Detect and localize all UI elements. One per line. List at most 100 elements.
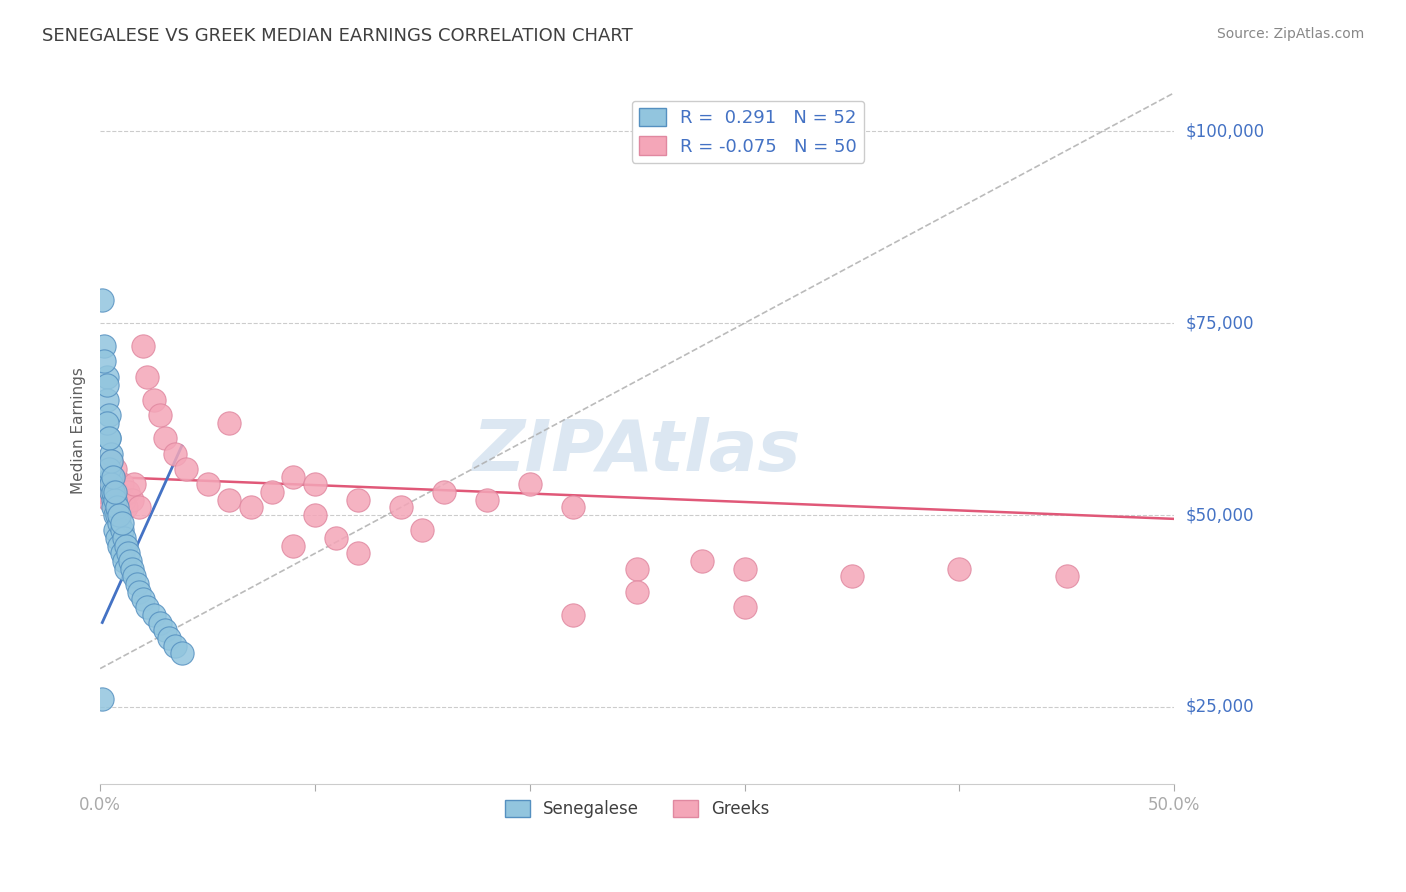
Point [110, 546, 132, 560]
Point [304, 508, 326, 522]
Point [97, 492, 120, 507]
Point [100, 454, 122, 468]
Point [100, 477, 122, 491]
Point [110, 524, 132, 538]
Point [93, 354, 115, 368]
Point [165, 639, 187, 653]
Point [132, 592, 155, 607]
Point [626, 562, 648, 576]
Point [105, 485, 128, 500]
Point [110, 477, 132, 491]
Point [112, 492, 135, 507]
Point [690, 554, 713, 568]
Point [519, 477, 541, 491]
Point [389, 500, 412, 515]
Point [117, 546, 139, 560]
Text: Source: ZipAtlas.com: Source: ZipAtlas.com [1216, 27, 1364, 41]
Point [100, 469, 122, 483]
Point [347, 546, 370, 560]
Text: ZIPAtlas: ZIPAtlas [472, 417, 801, 486]
Point [117, 485, 139, 500]
Point [218, 492, 240, 507]
Point [105, 508, 128, 522]
Point [96, 416, 118, 430]
Point [149, 615, 172, 630]
Point [626, 584, 648, 599]
Point [325, 531, 347, 545]
Point [120, 554, 142, 568]
Point [475, 492, 498, 507]
Point [108, 516, 131, 530]
Point [104, 492, 127, 507]
Point [108, 508, 131, 522]
Point [97, 431, 120, 445]
Point [153, 431, 176, 445]
Point [97, 431, 120, 445]
Point [170, 646, 193, 660]
Point [101, 492, 124, 507]
Point [561, 607, 583, 622]
Point [100, 454, 122, 468]
Text: SENEGALESE VS GREEK MEDIAN EARNINGS CORRELATION CHART: SENEGALESE VS GREEK MEDIAN EARNINGS CORR… [42, 27, 633, 45]
Point [91, 692, 114, 706]
Point [841, 569, 863, 583]
Point [136, 600, 159, 615]
Point [142, 392, 165, 407]
Point [101, 500, 124, 515]
Point [411, 524, 433, 538]
Point [101, 485, 124, 500]
Point [128, 500, 150, 515]
Point [108, 508, 131, 522]
Point [112, 554, 135, 568]
Point [734, 562, 756, 576]
Point [260, 485, 283, 500]
Point [91, 293, 114, 307]
Point [124, 477, 146, 491]
Point [100, 485, 122, 500]
Point [115, 539, 138, 553]
Point [347, 492, 370, 507]
Point [96, 377, 118, 392]
Point [149, 409, 172, 423]
Point [104, 485, 127, 500]
Point [101, 477, 124, 491]
Point [104, 508, 127, 522]
Point [734, 600, 756, 615]
Point [124, 569, 146, 583]
Point [1056, 569, 1078, 583]
Point [165, 447, 187, 461]
Point [93, 339, 115, 353]
Point [132, 339, 155, 353]
Point [121, 492, 143, 507]
Point [105, 500, 128, 515]
Point [97, 462, 120, 476]
Point [121, 562, 143, 576]
Point [112, 531, 135, 545]
Point [283, 469, 305, 483]
Point [283, 539, 305, 553]
Point [948, 562, 970, 576]
Point [104, 462, 127, 476]
Text: $25,000: $25,000 [1185, 698, 1254, 716]
Point [157, 631, 180, 645]
Point [101, 469, 124, 483]
Point [108, 539, 131, 553]
Legend: Senegalese, Greeks: Senegalese, Greeks [498, 793, 776, 825]
Point [104, 524, 127, 538]
Point [174, 462, 197, 476]
Point [197, 477, 219, 491]
Point [128, 584, 150, 599]
Point [433, 485, 456, 500]
Point [304, 477, 326, 491]
Text: $75,000: $75,000 [1185, 314, 1254, 332]
Point [100, 447, 122, 461]
Point [115, 562, 138, 576]
Y-axis label: Median Earnings: Median Earnings [72, 368, 86, 494]
Point [105, 531, 128, 545]
Point [96, 369, 118, 384]
Point [93, 485, 115, 500]
Point [153, 623, 176, 637]
Point [115, 500, 138, 515]
Text: $50,000: $50,000 [1185, 506, 1254, 524]
Point [218, 416, 240, 430]
